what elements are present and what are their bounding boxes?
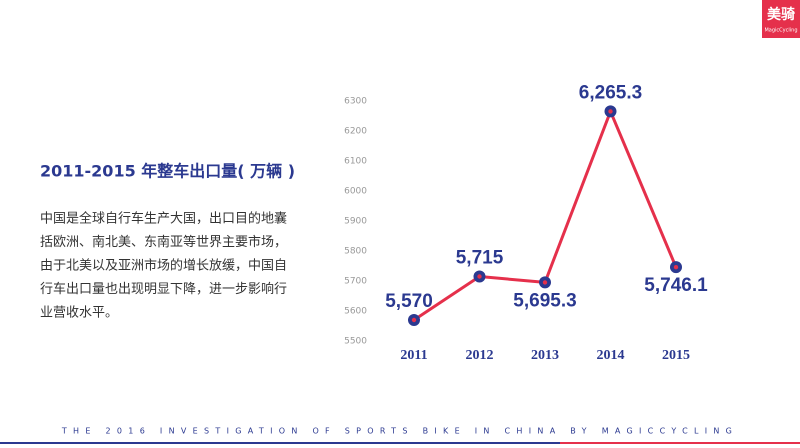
y-tick-label: 6100 [344, 157, 367, 167]
value-label: 5,746.1 [644, 275, 708, 296]
paragraph-line: 行车出口量也出现明显下降，进一步影响行 [40, 281, 287, 297]
line [413, 109, 678, 322]
y-tick-label: 6300 [344, 97, 367, 107]
y-tick-label: 5500 [344, 337, 367, 347]
logo-box [762, 0, 800, 38]
x-tick-label: 2015 [662, 348, 690, 363]
paragraph-line: 中国是全球自行车生产大国，出口目的地囊 [40, 211, 287, 227]
value-label: 5,570 [385, 291, 433, 312]
logo-sub: MagicCycling [764, 28, 797, 34]
paragraph-line: 括欧洲、南北美、东南亚等世界主要市场， [40, 234, 287, 250]
y-tick-label: 5600 [344, 307, 367, 317]
paragraph-line: 由于北美以及亚洲市场的增长放缓，中国自 [40, 258, 287, 274]
footer-rule [560, 442, 800, 444]
footer-rule [0, 442, 560, 444]
value-label: 5,695.3 [513, 290, 576, 311]
value-label: 6,265.3 [579, 82, 642, 103]
x-tick-label: 2013 [531, 348, 559, 363]
paragraph-line: 业营收水平。 [40, 306, 118, 321]
chart-title: 2011-2015 年整车出口量( 万辆 ) [40, 162, 295, 181]
y-tick-label: 5700 [344, 277, 367, 287]
y-tick-label: 6000 [344, 187, 367, 197]
x-tick-label: 2014 [597, 348, 625, 363]
x-tick-label: 2011 [400, 348, 427, 363]
value-label: 5,715 [456, 248, 504, 269]
marker-dot [477, 274, 482, 279]
logo: 美骑 [767, 6, 795, 23]
y-tick-label: 5800 [344, 247, 367, 257]
x-tick-label: 2012 [466, 348, 494, 363]
marker-dot [411, 317, 417, 323]
marker-dot [542, 280, 548, 285]
marker-dot [608, 109, 613, 114]
footer: THE 2016 INVESTIGATION OF SPORTS BIKE IN… [61, 427, 738, 436]
y-tick-label: 6200 [344, 127, 367, 137]
marker-dot [673, 264, 679, 270]
y-tick-label: 5900 [344, 217, 367, 227]
